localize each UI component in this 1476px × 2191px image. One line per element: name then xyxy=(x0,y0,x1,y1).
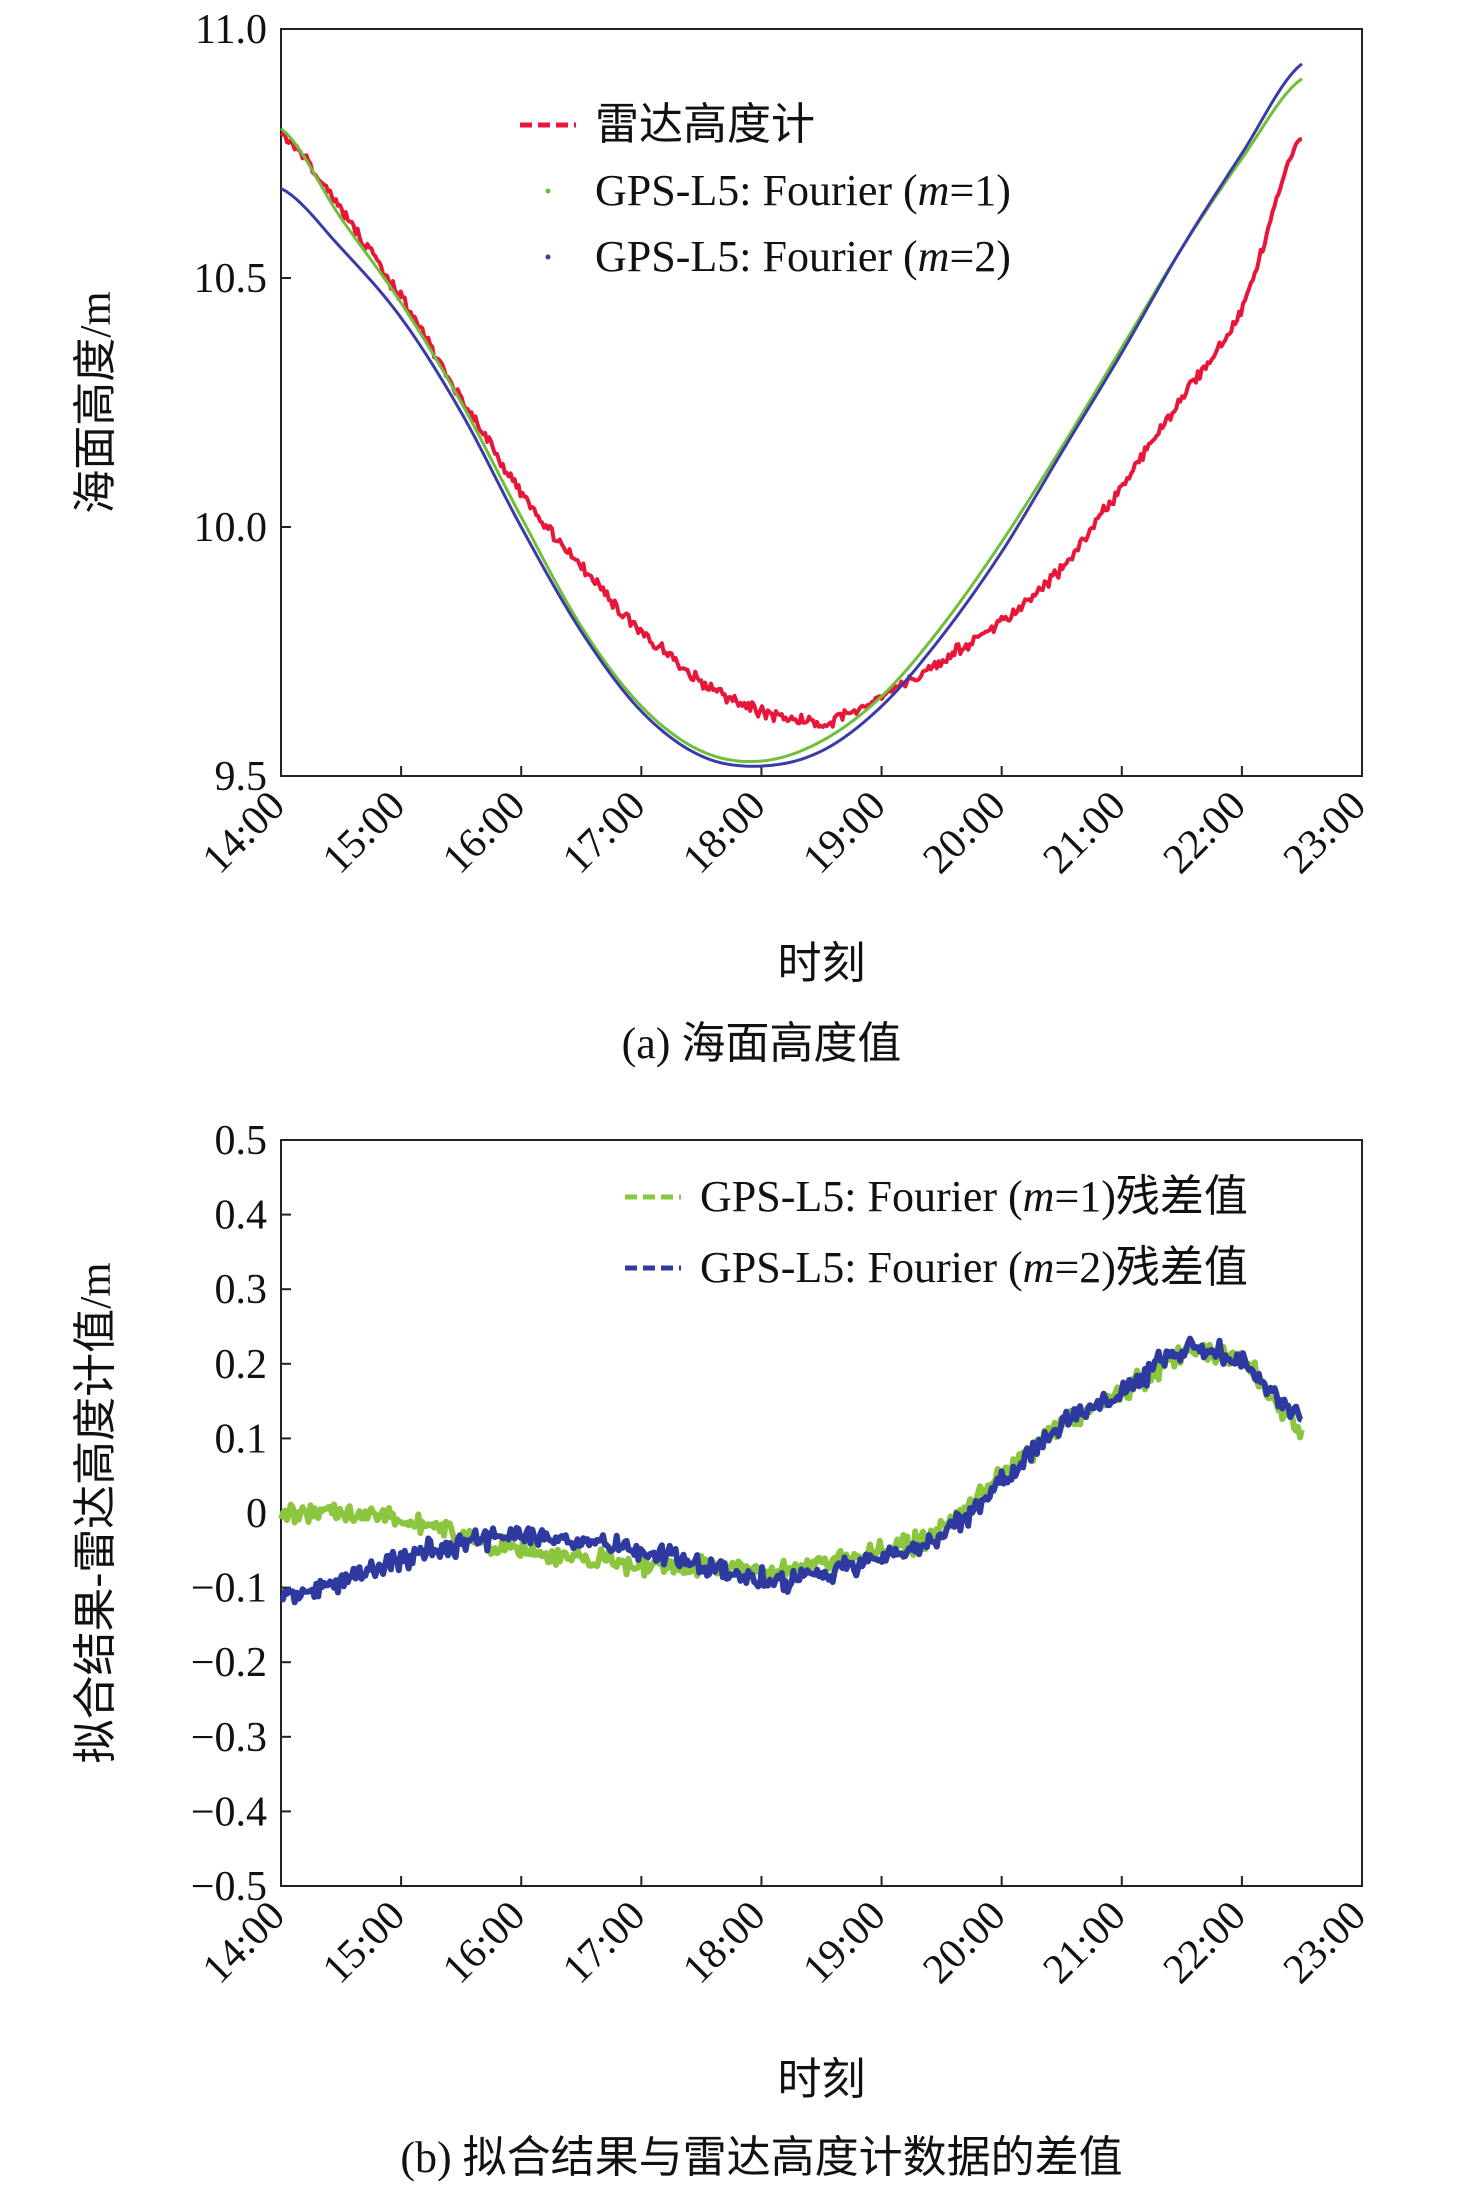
x-tick-label: 22:00 xyxy=(1155,783,1255,883)
x-axis-label: 时刻 xyxy=(778,939,866,988)
series-line-2 xyxy=(280,1335,1303,1606)
x-tick-label: 21:00 xyxy=(1035,1893,1135,1993)
chart-panel-a: 9.510.010.511.014:00 15:00 16:00 17:00 18:00… xyxy=(71,7,1375,1068)
y-tick-label: −0.3 xyxy=(191,1715,267,1761)
x-tick-label: 21:00 xyxy=(1035,783,1135,883)
x-axis-label: 时刻 xyxy=(778,2055,866,2104)
legend-label: GPS-L5: Fourier (m=2) xyxy=(595,232,1011,281)
x-tick-label: 15:00 xyxy=(314,783,414,883)
y-tick-label: −0.5 xyxy=(191,1864,267,1910)
x-tick-label: 20:00 xyxy=(915,1893,1015,1993)
x-tick-label: 23:00 xyxy=(1275,783,1375,883)
x-tick-label: 15:00 xyxy=(314,1893,414,1993)
y-tick-label: −0.2 xyxy=(191,1640,267,1686)
chart-panel-b: −0.5−0.4−0.3−0.2−0.100.10.20.30.40.514:0… xyxy=(71,1118,1375,2182)
y-tick-label: 0.1 xyxy=(215,1416,268,1462)
legend-swatch xyxy=(545,188,551,194)
x-tick-label: 16:00 xyxy=(434,783,534,883)
y-tick-label: 0.3 xyxy=(215,1267,268,1313)
legend-label: GPS-L5: Fourier (m=1)残差值 xyxy=(700,1172,1248,1221)
y-tick-label: 9.5 xyxy=(215,754,268,800)
y-tick-label: 10.5 xyxy=(194,256,268,302)
x-tick-label: 17:00 xyxy=(554,783,654,883)
y-tick-label: 10.0 xyxy=(194,505,268,551)
legend-swatch xyxy=(545,254,551,260)
legend: 雷达高度计 GPS-L5: Fourier (m=1) GPS-L5: Fourie… xyxy=(520,100,1011,281)
y-tick-label: 0.5 xyxy=(215,1118,268,1164)
legend-label: GPS-L5: Fourier (m=1) xyxy=(595,166,1011,215)
y-tick-label: −0.1 xyxy=(191,1566,267,1612)
x-tick-label: 23:00 xyxy=(1275,1893,1375,1993)
legend-label: GPS-L5: Fourier (m=2)残差值 xyxy=(700,1243,1248,1292)
y-axis-label: 海面高度/m xyxy=(71,291,120,513)
series-line-2 xyxy=(280,77,1303,763)
x-tick-label: 19:00 xyxy=(794,1893,894,1993)
x-tick-label: 17:00 xyxy=(554,1893,654,1993)
panel-caption: (a) 海面高度值 xyxy=(622,1019,902,1068)
y-tick-label: 0.4 xyxy=(215,1193,268,1239)
x-tick-label: 16:00 xyxy=(434,1893,534,1993)
x-tick-label: 19:00 xyxy=(794,783,894,883)
plot-frame xyxy=(280,28,1363,777)
y-tick-label: −0.4 xyxy=(191,1789,267,1835)
panel-caption: (b) 拟合结果与雷达高度计数据的差值 xyxy=(400,2133,1122,2182)
series-line-3 xyxy=(280,62,1303,768)
y-tick-label: 0 xyxy=(246,1491,267,1537)
legend-label: 雷达高度计 xyxy=(595,100,815,149)
y-tick-label: 11.0 xyxy=(195,7,267,53)
y-axis-label: 拟合结果-雷达高度计值/m xyxy=(71,1262,120,1763)
legend: GPS-L5: Fourier (m=1)残差值 GPS-L5: Fourier … xyxy=(625,1172,1248,1292)
x-tick-label: 18:00 xyxy=(674,1893,774,1993)
x-tick-label: 20:00 xyxy=(915,783,1015,883)
series-line-1 xyxy=(279,131,1303,729)
y-tick-label: 0.2 xyxy=(215,1342,268,1388)
x-tick-label: 22:00 xyxy=(1155,1893,1255,1993)
x-tick-label: 18:00 xyxy=(674,783,774,883)
